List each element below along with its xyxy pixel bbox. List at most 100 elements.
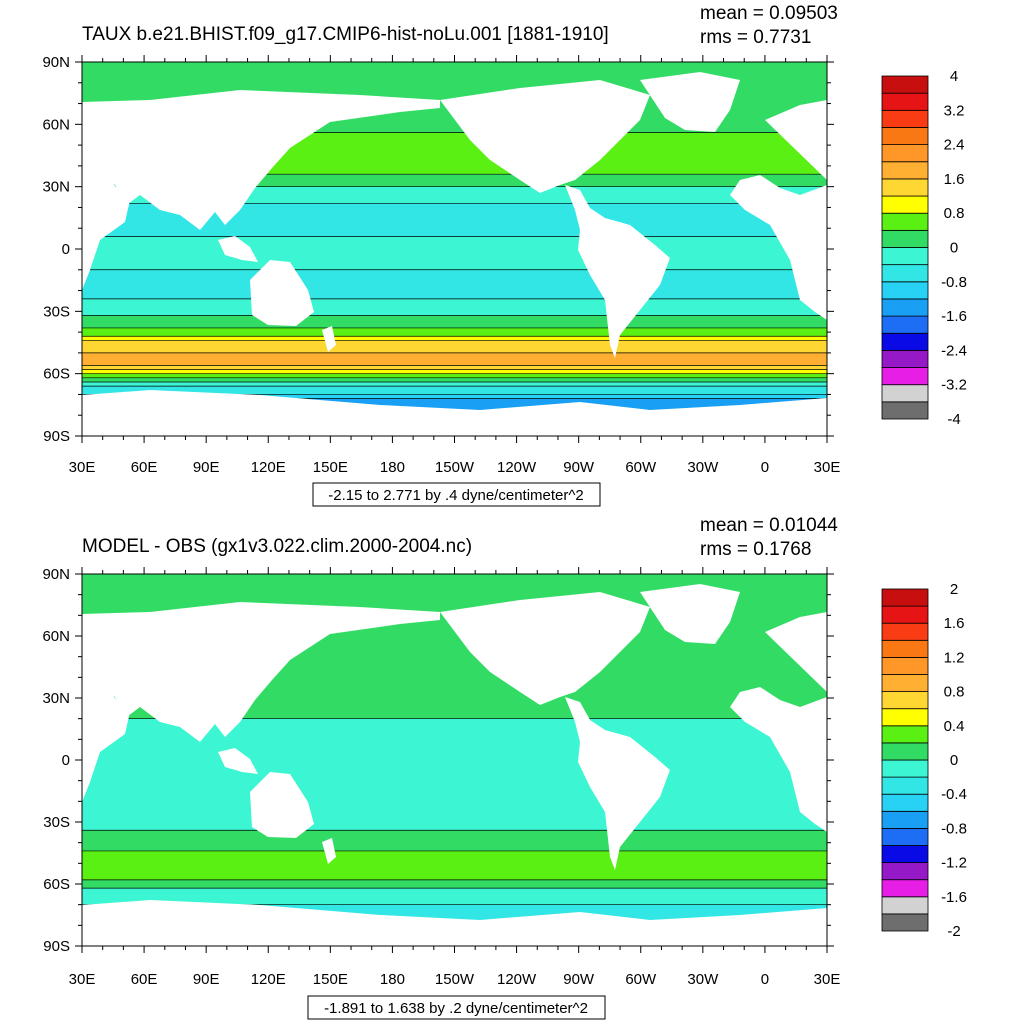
x-tick-label: 150W: [435, 971, 475, 988]
lat-band: [82, 718, 827, 724]
x-tick-label: 60E: [131, 971, 158, 988]
lat-band: [82, 265, 827, 271]
lat-band: [82, 685, 827, 691]
colorbar-cell: [881, 127, 929, 145]
colorbar-cell: [881, 161, 929, 180]
x-tick-label: 120E: [251, 459, 286, 476]
colorbar-label: -4: [947, 411, 960, 428]
y-tick-label: 0: [62, 752, 70, 769]
lat-band: [82, 120, 827, 125]
x-tick-label: 90E: [193, 971, 220, 988]
lat-band: [82, 336, 827, 342]
colorbar-cell: [881, 691, 929, 710]
lat-band: [82, 78, 827, 84]
colorbar-cell: [881, 776, 929, 795]
x-tick-label: 60W: [625, 971, 657, 988]
y-tick-label: 60S: [43, 876, 70, 893]
colorbar-cell: [881, 178, 929, 197]
colorbar-label: -2.4: [941, 342, 967, 359]
colorbar-label: 2: [950, 581, 958, 598]
lat-band: [82, 66, 827, 71]
colorbar-cell: [881, 315, 929, 334]
lat-band: [82, 327, 827, 333]
lat-band: [82, 219, 827, 225]
lat-band: [82, 303, 827, 308]
lat-band: [82, 764, 827, 769]
lat-band: [82, 590, 827, 596]
colorbar-label: 2.4: [944, 137, 965, 154]
colorbar-cell: [881, 109, 929, 128]
lat-band: [82, 294, 827, 300]
lat-band: [82, 735, 827, 740]
y-tick-label: 30S: [43, 814, 70, 831]
lat-band: [82, 352, 827, 358]
lat-band: [82, 70, 827, 76]
colorbar-cell: [881, 349, 929, 368]
lat-band: [82, 357, 827, 362]
lat-band: [82, 194, 827, 200]
colorbar-cell: [881, 657, 929, 675]
colorbar-cell: [881, 913, 929, 932]
land-australia: [250, 260, 314, 326]
x-tick-label: 30E: [69, 971, 96, 988]
colorbar-label: -0.8: [941, 820, 967, 837]
lat-band: [82, 186, 827, 192]
colorbar-cell: [881, 759, 929, 778]
lat-band: [82, 74, 827, 80]
lat-band: [82, 153, 827, 159]
lat-band: [82, 373, 827, 379]
lat-band: [82, 760, 827, 765]
lat-band: [82, 912, 827, 918]
colorbar-cell: [881, 332, 929, 351]
colorbar-label: -0.4: [941, 786, 967, 803]
land-nz: [322, 326, 336, 352]
colorbar-label: -1.2: [941, 855, 967, 872]
colorbar-cell: [881, 622, 929, 641]
lat-band: [82, 165, 827, 171]
lat-band: [82, 190, 827, 196]
x-tick-label: 0: [761, 459, 769, 476]
lat-band: [82, 710, 827, 716]
colorbar-cell: [881, 845, 929, 864]
colorbar-label: 4: [950, 68, 958, 85]
lat-band: [82, 908, 827, 914]
lat-band: [82, 161, 827, 167]
lat-band: [82, 677, 827, 683]
lat-band: [82, 693, 827, 699]
mean-stat: mean = 0.09503: [700, 3, 838, 24]
rms-stat: rms = 0.1768: [700, 539, 811, 560]
lat-band: [82, 879, 827, 885]
y-tick-label: 90S: [43, 428, 70, 445]
lat-band: [82, 644, 827, 649]
land-australia: [250, 772, 314, 838]
lat-band: [82, 826, 827, 831]
lat-band: [82, 178, 827, 184]
lat-band: [82, 340, 827, 346]
colorbar-label: 3.2: [944, 102, 965, 119]
land-antarctica: [82, 900, 827, 946]
lat-band: [82, 607, 827, 612]
axes: 30E 60E 90E 120E 150E 180 150W 120W 90W 60W 30W 0 30…: [42, 54, 840, 476]
lat-band: [82, 286, 827, 292]
lat-band: [82, 365, 827, 371]
lat-band: [82, 681, 827, 687]
lat-band: [82, 722, 827, 728]
colorbar-cell: [881, 195, 929, 214]
y-tick-label: 30N: [42, 690, 70, 707]
lat-band: [82, 586, 827, 592]
lat-band: [82, 896, 827, 902]
lat-band: [82, 867, 827, 873]
lat-band: [82, 594, 827, 600]
lat-band: [82, 900, 827, 906]
lat-band: [82, 598, 827, 604]
lat-band: [82, 838, 827, 844]
lat-band: [82, 648, 827, 654]
land-nz: [322, 838, 336, 864]
colorbar-cell: [881, 92, 929, 111]
lat-band: [82, 332, 827, 337]
lat-band: [82, 298, 827, 304]
lat-band: [82, 402, 827, 408]
lat-band: [82, 136, 827, 142]
lat-band: [82, 884, 827, 889]
lat-band: [82, 788, 827, 794]
